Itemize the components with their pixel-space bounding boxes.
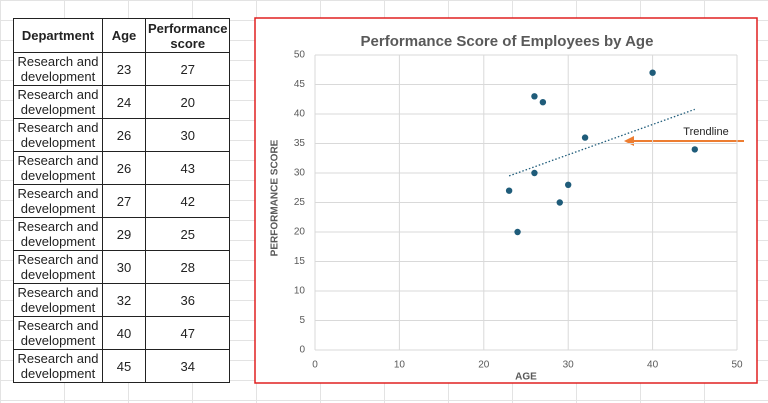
table-cell: Research and development [13, 250, 103, 284]
table-cell: Research and development [13, 283, 103, 317]
point [649, 69, 656, 76]
table-cell: Research and development [13, 151, 103, 185]
table-cell: 27 [144, 52, 231, 86]
x-tick-label: 40 [647, 360, 659, 371]
table-row: Research and development 45 34 [13, 349, 231, 383]
y-tick-label: 20 [294, 227, 306, 238]
table-cell: 40 [102, 316, 146, 350]
table-row: Research and development 32 36 [13, 283, 231, 317]
chart-frame [254, 17, 758, 384]
point [691, 146, 698, 153]
y-tick-label: 50 [294, 50, 306, 61]
header-cell: Age [102, 18, 146, 53]
x-tick-label: 0 [312, 360, 318, 371]
point [565, 181, 572, 188]
table-row: Research and development 27 42 [13, 184, 231, 218]
header-cell: Department [13, 18, 103, 53]
table-cell: 26 [102, 151, 146, 185]
y-tick-label: 45 [294, 79, 306, 90]
y-tick-label: 5 [299, 315, 305, 326]
table-cell: Research and development [13, 184, 103, 218]
table-row: Research and development 26 30 [13, 118, 231, 152]
annotation: Trendline [683, 126, 728, 138]
data-table: Department Age Performance score Research … [13, 18, 231, 383]
table-row: Research and development 30 28 [13, 250, 231, 284]
table-cell: Research and development [13, 85, 103, 119]
table-cell: 30 [144, 118, 231, 152]
table-cell: Research and development [13, 217, 103, 251]
x-tick-label: 20 [478, 360, 490, 371]
table-cell: 45 [102, 349, 146, 383]
table-cell: 34 [144, 349, 231, 383]
table-cell: 25 [144, 217, 231, 251]
header-row: Department Age Performance score [13, 18, 231, 53]
table-row: Research and development 40 47 [13, 316, 231, 350]
table-cell: 30 [102, 250, 146, 284]
x-tick-label: 10 [394, 360, 406, 371]
table-row: Research and development 26 43 [13, 151, 231, 185]
table-cell: 28 [144, 250, 231, 284]
table-cell: 23 [102, 52, 146, 86]
table-cell: 47 [144, 316, 231, 350]
y-tick-label: 0 [299, 345, 305, 356]
point [531, 169, 538, 177]
table-row: Research and development 23 27 [13, 52, 231, 86]
x-tick-label: 30 [563, 360, 575, 371]
point [556, 199, 563, 206]
chart-title: Performance Score of Employees by Age [361, 33, 654, 50]
y-tick-label: 15 [294, 256, 306, 267]
table-cell: Research and development [13, 118, 103, 152]
point [539, 99, 547, 106]
y-tick-label: 10 [294, 286, 306, 297]
table-cell: 36 [144, 283, 231, 317]
table-cell: Research and development [13, 349, 103, 383]
trendline [508, 108, 696, 177]
table-row: Research and development 29 25 [13, 217, 231, 251]
y-tick-label: 40 [294, 109, 306, 120]
x-tick-label: 50 [731, 360, 743, 371]
table-cell: Research and development [13, 52, 103, 86]
header-cell: Performance score [144, 18, 231, 53]
y-tick-label: 35 [294, 138, 306, 149]
y-axis-label: PERFORMANCE SCORE [270, 139, 281, 256]
point [531, 93, 538, 100]
y-tick-label: 25 [294, 197, 306, 208]
y-tick-label: 30 [294, 168, 306, 179]
point [505, 187, 513, 194]
table-cell: Research and development [13, 316, 103, 350]
table-cell: 20 [144, 85, 231, 119]
table-row: Research and development 24 20 [13, 85, 231, 119]
x-axis-label: AGE [515, 372, 537, 383]
point [514, 228, 521, 236]
point [581, 134, 589, 141]
